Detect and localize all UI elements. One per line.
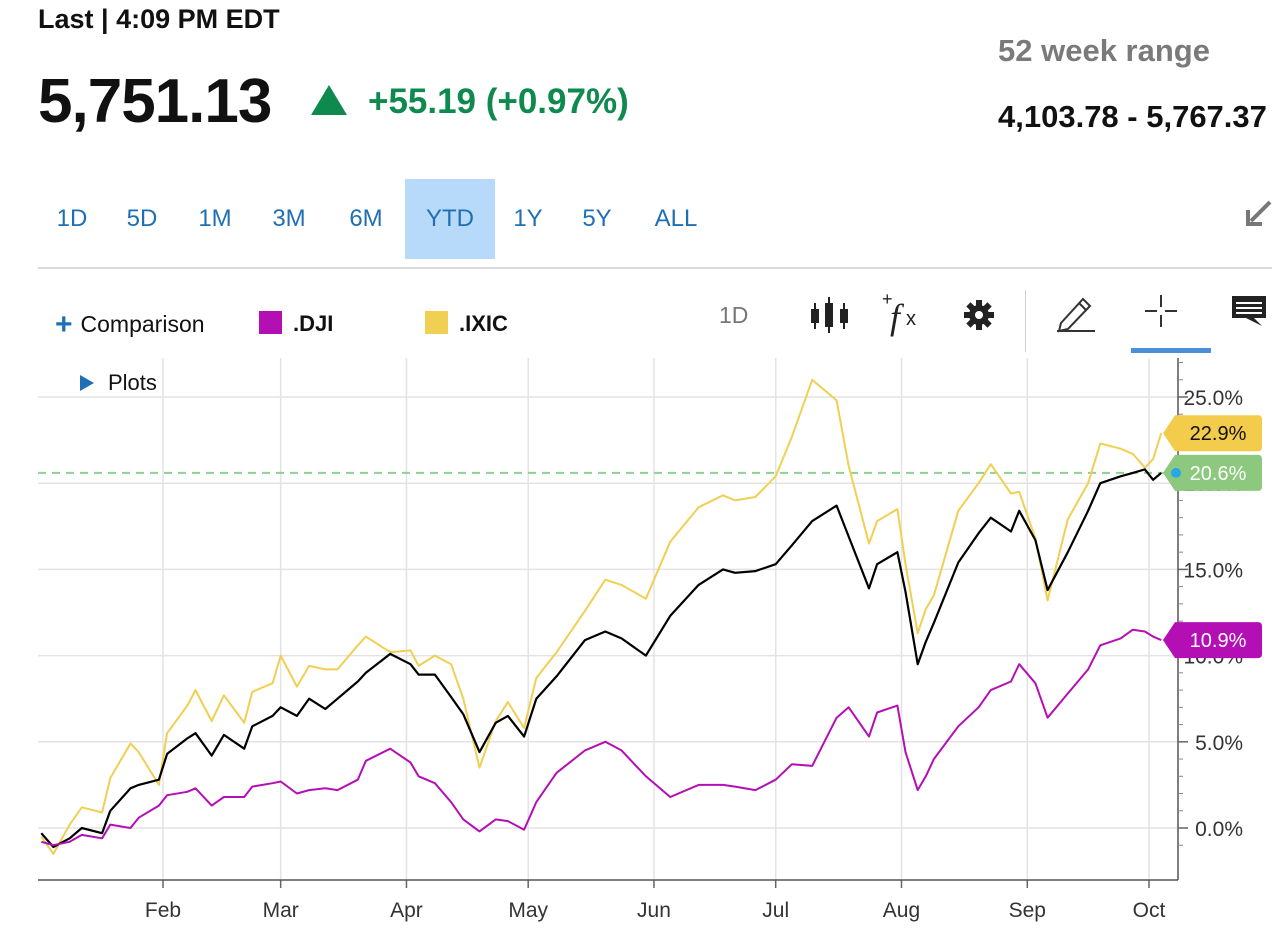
legend-label-dji[interactable]: .DJI	[293, 311, 334, 336]
x-tick-label: Feb	[145, 899, 181, 922]
last-point-marker	[1171, 467, 1181, 478]
week-range-value: 4,103.78 - 5,767.37	[998, 99, 1267, 134]
last-update-label: Last | 4:09 PM EDT	[38, 4, 280, 34]
value-tag-dji	[1163, 622, 1262, 659]
tab-all[interactable]: ALL	[654, 205, 698, 232]
svg-text:x: x	[906, 308, 916, 330]
last-price: 5,751.13	[38, 67, 272, 136]
chart-value-tags: 22.9% 20.6% 10.9%	[1163, 415, 1262, 659]
x-tick-label: Sep	[1009, 899, 1046, 922]
price-change: +55.19 (+0.97%)	[368, 82, 629, 121]
expand-triangle-icon	[80, 375, 94, 391]
chart-grid	[38, 358, 1178, 880]
legend-swatch-ixic	[425, 311, 448, 334]
legend-label-ixic[interactable]: .IXIC	[459, 311, 508, 336]
plots-toggle[interactable]: Plots	[80, 370, 157, 396]
candlestick-icon[interactable]	[808, 295, 852, 335]
x-tick-label: Apr	[390, 899, 423, 922]
series-line-dji	[41, 628, 1162, 847]
active-tool-indicator	[1131, 348, 1211, 353]
tab-3m[interactable]: 3M	[272, 205, 306, 232]
x-tick-label: Jul	[762, 899, 789, 922]
value-tag-spx	[1163, 454, 1262, 491]
value-tag-label-spx: 20.6%	[1190, 463, 1247, 485]
chart-axes: 25.0%20.0%15.0%10.0%5.0%0.0%FebMarAprMay…	[38, 358, 1243, 922]
up-arrow-icon	[311, 85, 347, 115]
comment-icon[interactable]	[1230, 294, 1268, 328]
tab-1d[interactable]: 1D	[56, 205, 88, 232]
crosshair-icon[interactable]	[1143, 293, 1179, 329]
tab-5d[interactable]: 5D	[126, 205, 158, 232]
toolbar-separator	[1025, 290, 1026, 352]
gear-icon[interactable]	[963, 299, 995, 331]
legend-swatch-dji	[259, 311, 282, 334]
plus-icon: +	[55, 308, 73, 341]
tab-1m[interactable]: 1M	[198, 205, 232, 232]
chart-series	[38, 378, 1178, 855]
week-range-label: 52 week range	[998, 33, 1210, 68]
x-tick-label: Mar	[263, 899, 299, 922]
comparison-button[interactable]: + Comparison	[55, 306, 205, 341]
value-tag-ixic	[1163, 415, 1262, 452]
series-line-spx	[40, 468, 1162, 849]
svg-text:+: +	[882, 291, 893, 309]
y-tick-label: 15.0%	[1183, 559, 1243, 582]
x-tick-label: Aug	[883, 899, 920, 922]
pencil-icon[interactable]	[1055, 293, 1097, 333]
x-tick-label: May	[508, 899, 548, 922]
expand-icon[interactable]	[1243, 200, 1272, 229]
function-icon[interactable]: + f x	[882, 291, 926, 339]
tab-6m[interactable]: 6M	[349, 205, 383, 232]
tab-5y[interactable]: 5Y	[582, 205, 612, 232]
x-tick-label: Jun	[637, 899, 671, 922]
interval-selector[interactable]: 1D	[719, 302, 749, 328]
y-tick-label: 25.0%	[1183, 387, 1243, 410]
toolbar-divider	[38, 267, 1272, 269]
series-line-ixic	[40, 378, 1163, 855]
value-tag-label-dji: 10.9%	[1190, 630, 1247, 652]
comparison-label: Comparison	[80, 311, 205, 337]
x-tick-label: Oct	[1133, 899, 1166, 922]
y-tick-label: 5.0%	[1195, 732, 1243, 755]
tab-ytd[interactable]: YTD	[405, 179, 495, 259]
plots-label: Plots	[108, 370, 157, 395]
tab-1y[interactable]: 1Y	[513, 205, 543, 232]
value-tag-label-ixic: 22.9%	[1190, 423, 1247, 445]
y-tick-label: 0.0%	[1195, 818, 1243, 841]
